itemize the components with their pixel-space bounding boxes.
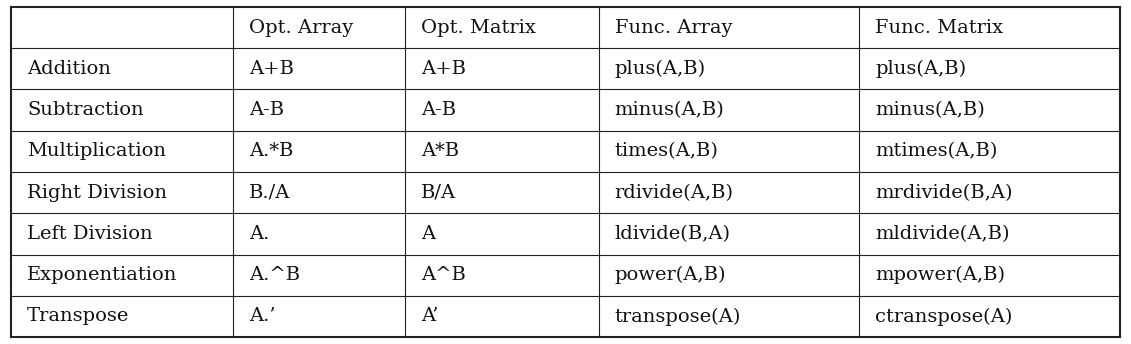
Text: rdivide(A,B): rdivide(A,B) [614,184,734,202]
Text: A: A [421,225,434,243]
Text: A.*B: A.*B [249,142,293,160]
Text: B/A: B/A [421,184,456,202]
Text: A^B: A^B [421,266,466,284]
Text: A.^B: A.^B [249,266,300,284]
Text: A*B: A*B [421,142,459,160]
Text: mtimes(A,B): mtimes(A,B) [875,142,998,160]
Text: Right Division: Right Division [27,184,167,202]
Text: plus(A,B): plus(A,B) [875,60,966,78]
Text: Subtraction: Subtraction [27,101,144,119]
Text: B./A: B./A [249,184,291,202]
Text: minus(A,B): minus(A,B) [614,101,724,119]
Text: A-B: A-B [421,101,456,119]
Text: Func. Array: Func. Array [614,19,732,36]
Text: A.’: A.’ [249,308,276,325]
Text: plus(A,B): plus(A,B) [614,60,706,78]
Text: Opt. Matrix: Opt. Matrix [421,19,535,36]
Text: A.: A. [249,225,269,243]
Text: mldivide(A,B): mldivide(A,B) [875,225,1010,243]
Text: ldivide(B,A): ldivide(B,A) [614,225,731,243]
Text: minus(A,B): minus(A,B) [875,101,985,119]
Text: Multiplication: Multiplication [27,142,166,160]
Text: A+B: A+B [421,60,466,78]
Text: Func. Matrix: Func. Matrix [875,19,1003,36]
Text: A-B: A-B [249,101,284,119]
Text: Opt. Array: Opt. Array [249,19,353,36]
Text: ctranspose(A): ctranspose(A) [875,307,1012,326]
Text: transpose(A): transpose(A) [614,307,741,326]
Text: A’: A’ [421,308,438,325]
Text: A+B: A+B [249,60,294,78]
Text: mpower(A,B): mpower(A,B) [875,266,1005,284]
Text: power(A,B): power(A,B) [614,266,726,284]
Text: Exponentiation: Exponentiation [27,266,178,284]
Text: Left Division: Left Division [27,225,153,243]
Text: times(A,B): times(A,B) [614,142,718,160]
Text: Transpose: Transpose [27,308,130,325]
Text: mrdivide(B,A): mrdivide(B,A) [875,184,1012,202]
Text: Addition: Addition [27,60,111,78]
